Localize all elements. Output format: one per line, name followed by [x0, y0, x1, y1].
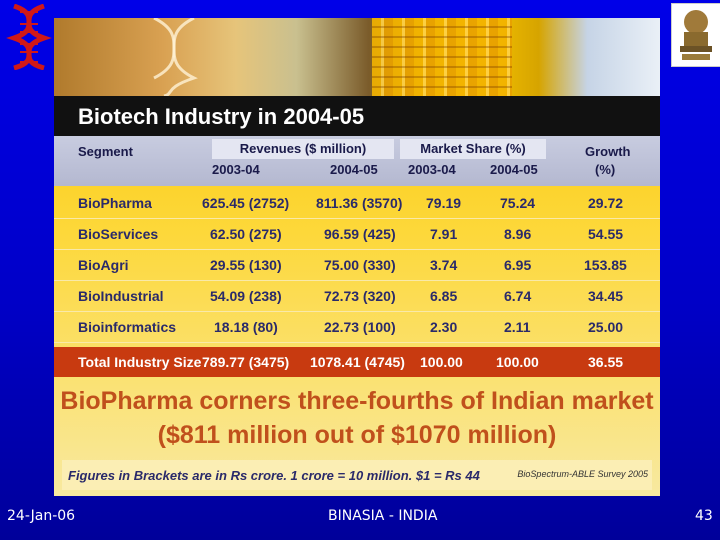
dna-helix-icon — [6, 4, 52, 70]
table-row: BioAgri 29.55 (130) 75.00 (330) 3.74 6.9… — [54, 250, 660, 281]
cell-rev-2004-05: 811.36 (3570) — [316, 195, 403, 211]
slide-title: Biotech Industry in 2004-05 — [78, 104, 365, 129]
cell-segment: BioIndustrial — [78, 288, 164, 304]
cell-growth: 34.45 — [588, 288, 624, 304]
cell-ms-2003-04: 3.74 — [430, 257, 458, 273]
header-market-share: Market Share (%) — [400, 139, 546, 159]
total-rev-2004-05: 1078.41 (4745) — [310, 354, 405, 370]
cell-rev-2004-05: 72.73 (320) — [324, 288, 396, 304]
header-rev-2004-05: 2004-05 — [330, 162, 378, 177]
header-segment: Segment — [78, 144, 133, 159]
total-ms-2004-05: 100.00 — [496, 354, 539, 370]
cell-rev-2004-05: 96.59 (425) — [324, 226, 396, 242]
headline: BioPharma corners three-fourths of India… — [54, 384, 660, 452]
cell-ms-2004-05: 75.24 — [500, 195, 536, 211]
total-ms-2003-04: 100.00 — [420, 354, 463, 370]
national-emblem-icon — [671, 3, 720, 67]
cell-growth: 25.00 — [588, 319, 624, 335]
cell-ms-2003-04: 7.91 — [430, 226, 458, 242]
header-growth-unit: (%) — [595, 162, 616, 177]
slide-image: Biotech Industry in 2004-05 Segment Reve… — [54, 18, 660, 496]
cell-growth: 54.55 — [588, 226, 624, 242]
cell-ms-2004-05: 2.11 — [504, 319, 531, 335]
cell-rev-2004-05: 22.73 (100) — [324, 319, 396, 335]
cell-rev-2004-05: 75.00 (330) — [324, 257, 396, 273]
headline-line-1: BioPharma corners three-fourths of India… — [60, 387, 654, 415]
cell-ms-2003-04: 6.85 — [430, 288, 458, 304]
cell-rev-2003-04: 54.09 (238) — [210, 288, 282, 304]
cell-rev-2003-04: 62.50 (275) — [210, 226, 282, 242]
header-revenues: Revenues ($ million) — [212, 139, 394, 159]
table-row: BioIndustrial 54.09 (238) 72.73 (320) 6.… — [54, 281, 660, 312]
corn-image — [372, 18, 512, 96]
cell-growth: 29.72 — [588, 195, 624, 211]
cell-segment: BioServices — [78, 226, 159, 242]
cell-rev-2003-04: 18.18 (80) — [214, 319, 278, 335]
headline-line-2: ($811 million out of $1070 million) — [157, 421, 557, 449]
cell-ms-2004-05: 8.96 — [504, 226, 532, 242]
footer-center: BINASIA - INDIA — [328, 508, 438, 524]
note-text: Figures in Brackets are in Rs crore. 1 c… — [68, 468, 480, 483]
cell-rev-2003-04: 625.45 (2752) — [202, 195, 290, 211]
cell-segment: Bioinformatics — [78, 319, 177, 335]
table-header: Segment Revenues ($ million) Market Shar… — [54, 136, 660, 186]
header-ms-2003-04: 2003-04 — [408, 162, 456, 177]
note-box: Figures in Brackets are in Rs crore. 1 c… — [62, 460, 652, 490]
total-growth: 36.55 — [588, 354, 624, 370]
total-row: Total Industry Size 789.77 (3475) 1078.4… — [54, 347, 660, 377]
cell-ms-2003-04: 79.19 — [426, 195, 462, 211]
footer-date: 24-Jan-06 — [7, 508, 76, 524]
cell-ms-2003-04: 2.30 — [430, 319, 458, 335]
cell-growth: 153.85 — [584, 257, 627, 273]
header-growth: Growth — [585, 144, 631, 159]
total-rev-2003-04: 789.77 (3475) — [202, 354, 290, 370]
slide-title-bar: Biotech Industry in 2004-05 — [54, 96, 660, 136]
source-text: BioSpectrum-ABLE Survey 2005 — [517, 469, 648, 479]
cell-segment: BioPharma — [78, 195, 152, 211]
table-row: Bioinformatics 18.18 (80) 22.73 (100) 2.… — [54, 312, 660, 343]
cell-ms-2004-05: 6.95 — [504, 257, 532, 273]
header-photo-strip — [54, 18, 660, 96]
header-rev-2003-04: 2003-04 — [212, 162, 260, 177]
cell-rev-2003-04: 29.55 (130) — [210, 257, 282, 273]
cell-ms-2004-05: 6.74 — [504, 288, 532, 304]
total-segment: Total Industry Size — [78, 354, 202, 370]
table-row: BioServices 62.50 (275) 96.59 (425) 7.91… — [54, 219, 660, 250]
dna-strand-icon — [153, 18, 198, 96]
header-ms-2004-05: 2004-05 — [490, 162, 538, 177]
cell-segment: BioAgri — [78, 257, 129, 273]
table-row: BioPharma 625.45 (2752) 811.36 (3570) 79… — [54, 188, 660, 219]
footer-page-number: 43 — [695, 508, 713, 524]
